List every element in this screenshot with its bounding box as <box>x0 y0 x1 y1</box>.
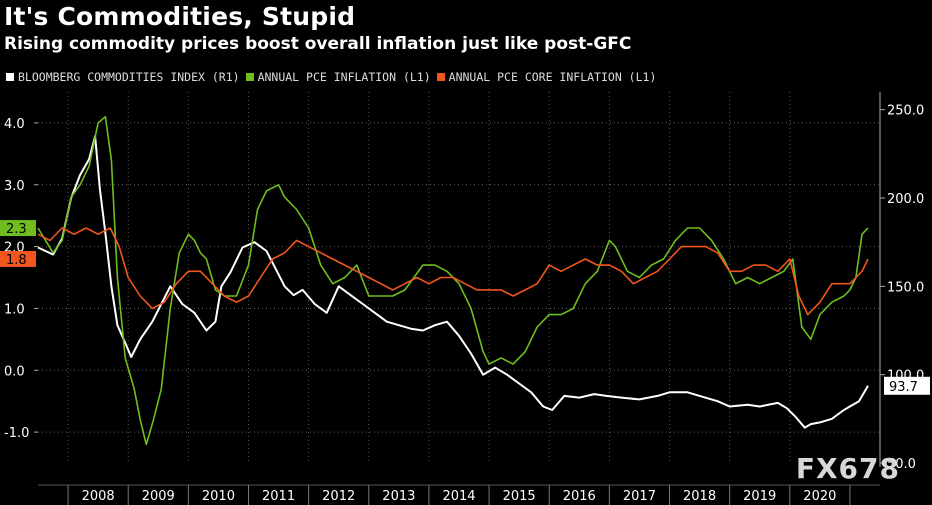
last-value-label: 1.8 <box>6 253 27 268</box>
legend-label-pce: ANNUAL PCE INFLATION (L1) <box>257 70 431 84</box>
x-tick-label: 2015 <box>503 489 536 504</box>
legend-label-core-pce: ANNUAL PCE CORE INFLATION (L1) <box>448 70 657 84</box>
x-tick-label: 2008 <box>82 489 115 504</box>
x-tick-label: 2009 <box>142 489 175 504</box>
last-value-badge <box>0 250 36 267</box>
x-tick-label: 2010 <box>202 489 235 504</box>
series-pce-line <box>37 115 869 446</box>
left-tick-label: 3.0 <box>4 179 25 194</box>
x-tick-label: 2019 <box>743 489 776 504</box>
legend-label-commodities: BLOOMBERG COMMODITIES INDEX (R1) <box>18 70 240 84</box>
chart-title: It's Commodities, Stupid <box>4 2 356 31</box>
x-tick-label: 2017 <box>623 489 656 504</box>
left-tick-label: 1.0 <box>4 302 25 317</box>
x-tick-label: 2011 <box>262 489 295 504</box>
series-core-pce-line <box>37 227 869 316</box>
series-commodities-line <box>37 135 869 429</box>
x-tick-label: 2016 <box>563 489 596 504</box>
chart-legend: BLOOMBERG COMMODITIES INDEX (R1) ANNUAL … <box>6 70 662 84</box>
last-value-label: 93.7 <box>889 380 918 395</box>
left-tick-label: 4.0 <box>4 117 25 132</box>
last-value-label: 2.3 <box>6 222 27 237</box>
x-tick-label: 2013 <box>382 489 415 504</box>
x-tick-label: 2014 <box>442 489 475 504</box>
right-tick-label: 50.0 <box>887 457 916 472</box>
left-tick-label: 0.0 <box>4 364 25 379</box>
legend-swatch-commodities <box>6 73 14 81</box>
last-value-badge <box>0 220 36 237</box>
legend-swatch-pce <box>245 73 254 81</box>
chart-subtitle: Rising commodity prices boost overall in… <box>4 34 632 54</box>
watermark: FX678 <box>795 452 900 485</box>
legend-item-core-pce: ANNUAL PCE CORE INFLATION (L1) <box>436 70 657 84</box>
right-tick-label: 250.0 <box>887 104 924 119</box>
left-tick-label: -1.0 <box>4 426 29 441</box>
last-value-badge <box>884 376 930 395</box>
x-tick-label: 2020 <box>803 489 836 504</box>
x-tick-label: 2012 <box>322 489 355 504</box>
right-tick-label: 200.0 <box>887 192 924 207</box>
right-tick-label: 150.0 <box>887 280 924 295</box>
legend-item-pce: ANNUAL PCE INFLATION (L1) <box>245 70 431 84</box>
legend-swatch-core-pce <box>436 73 445 81</box>
legend-item-commodities: BLOOMBERG COMMODITIES INDEX (R1) <box>6 70 240 84</box>
x-tick-label: 2018 <box>683 489 716 504</box>
